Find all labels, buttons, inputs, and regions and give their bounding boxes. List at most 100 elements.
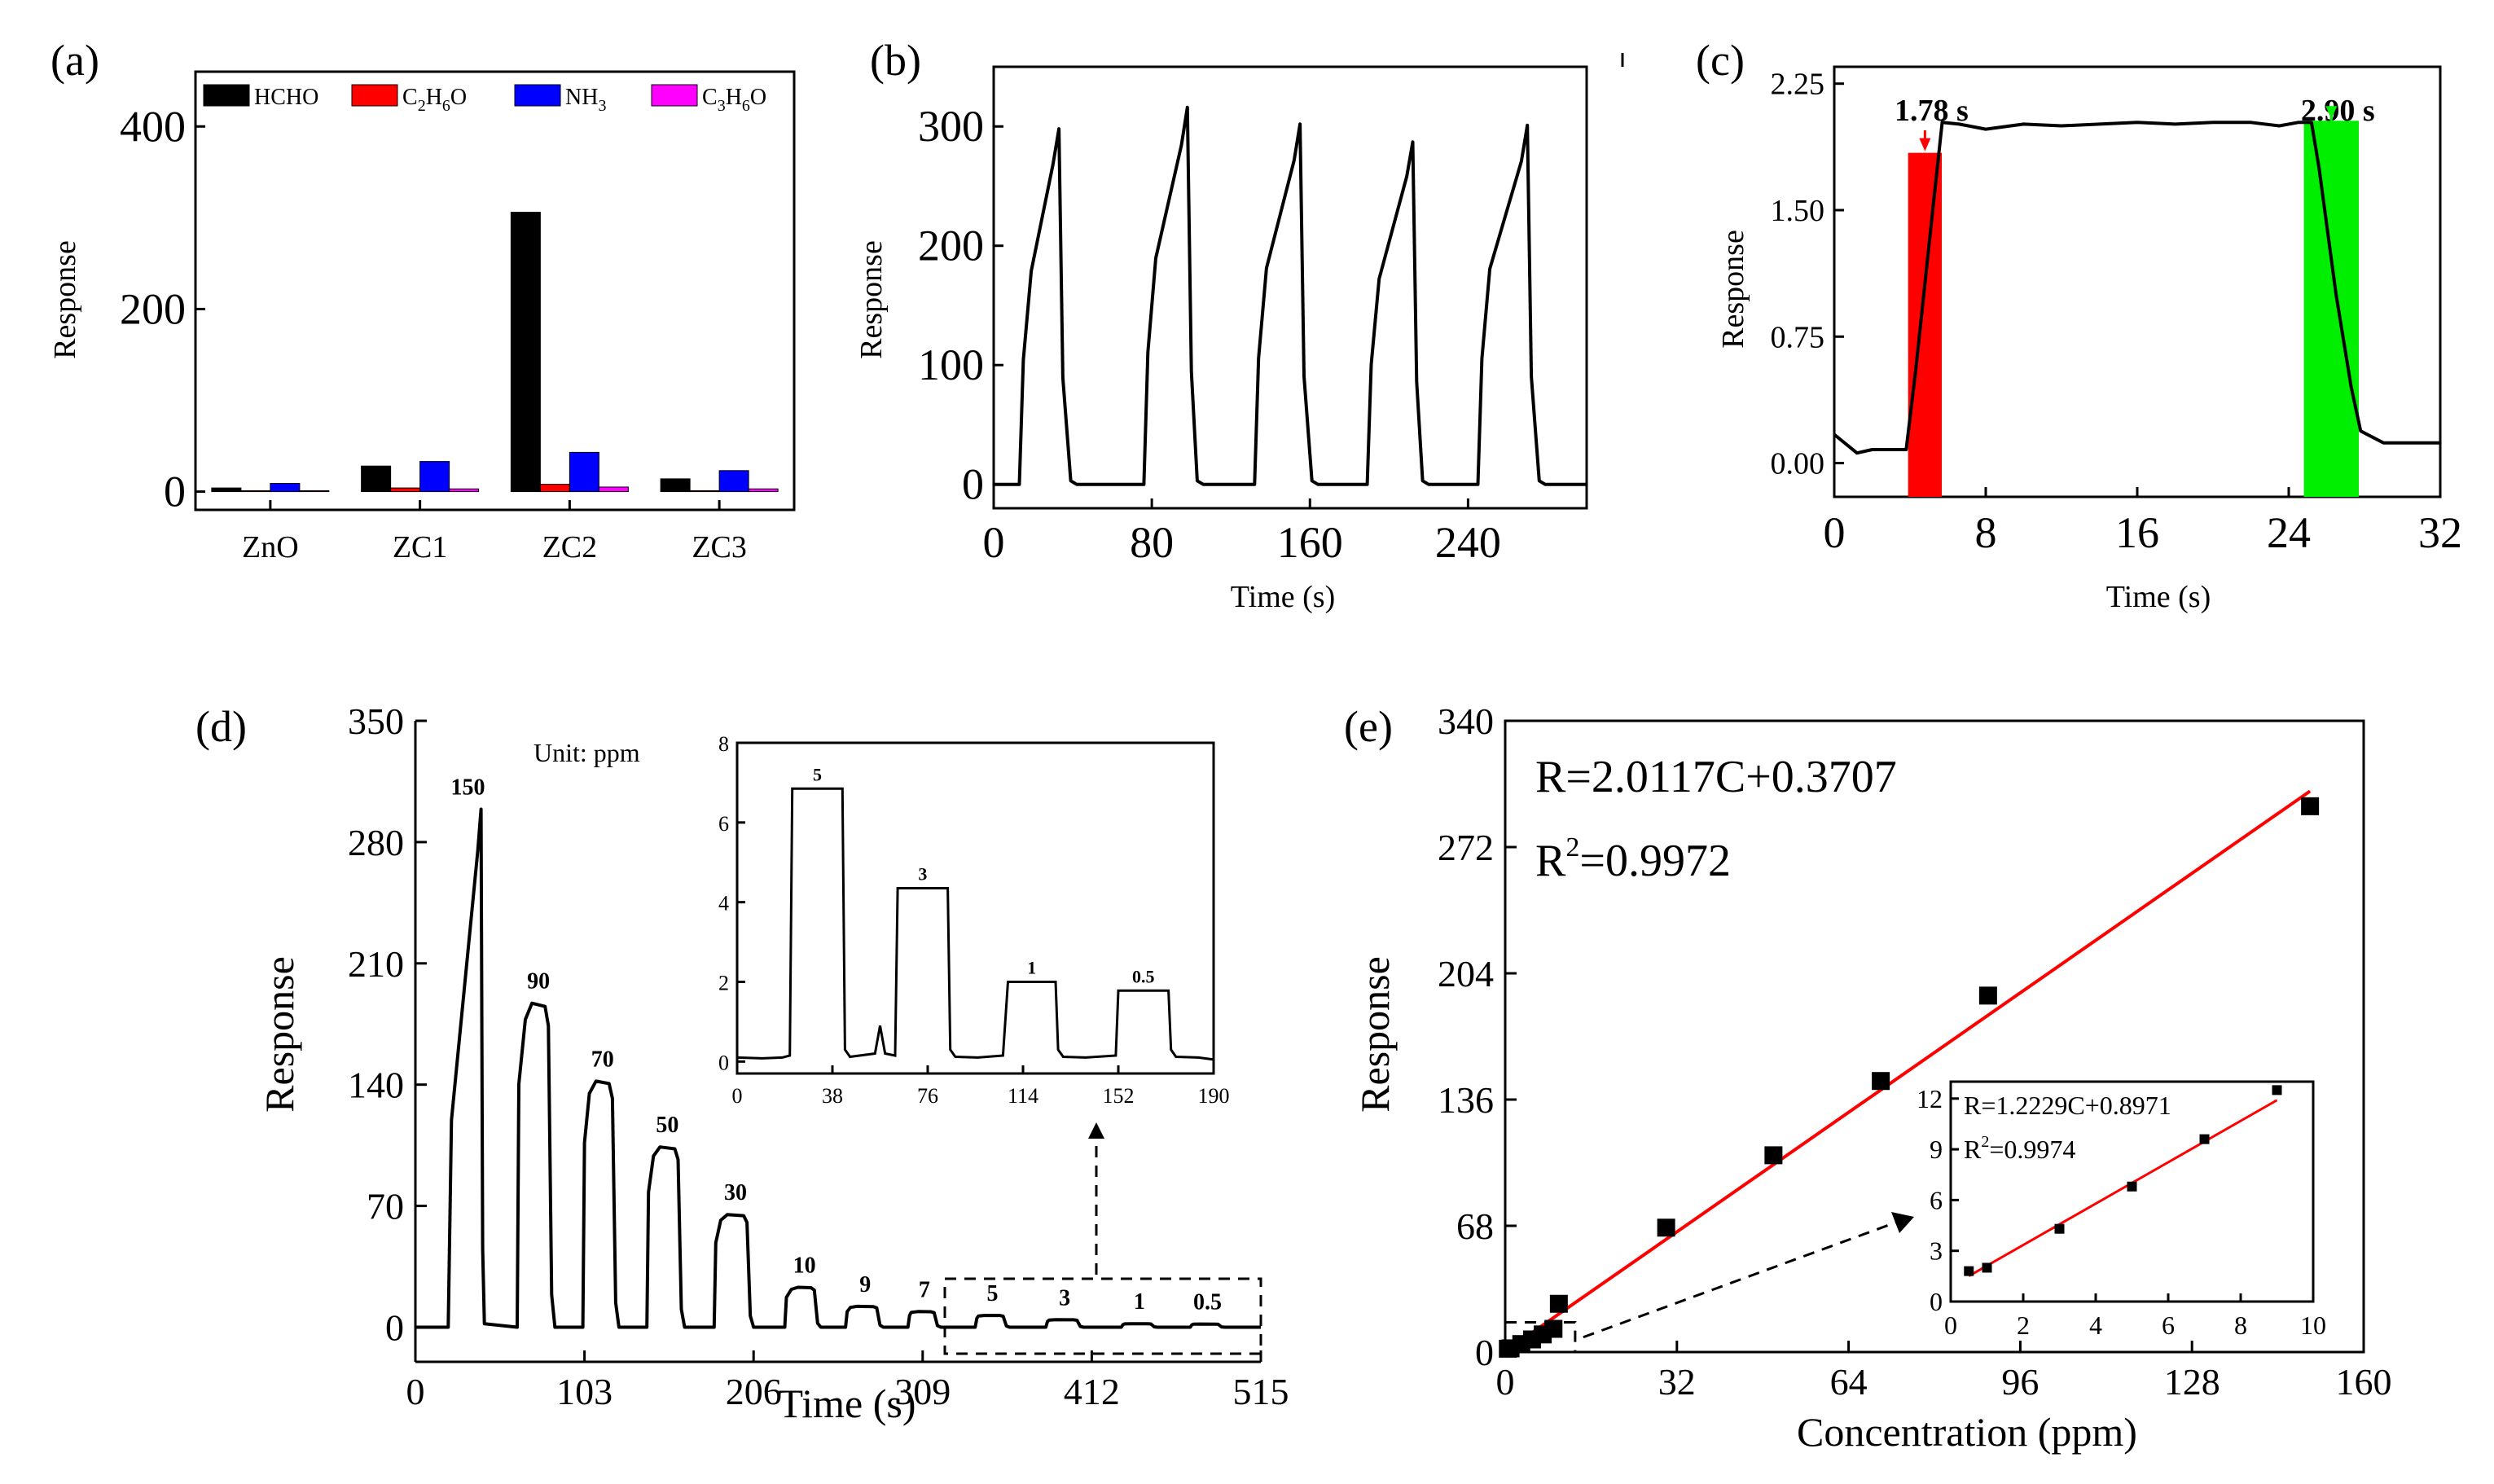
panel-e-ytick-label: 136 bbox=[1438, 1079, 1494, 1121]
panel-e-inset-xtick-label: 0 bbox=[1944, 1311, 1957, 1340]
panel-e-zoom-arrowhead bbox=[1891, 1212, 1914, 1233]
panel-a-bar-C3H6O-ZnO bbox=[299, 490, 330, 493]
panel-c-xtick-label: 0 bbox=[1824, 508, 1846, 557]
panel-e-ytick-label: 0 bbox=[1475, 1332, 1494, 1373]
panel-e-inset-data-point bbox=[1964, 1266, 1974, 1276]
panel-a-xtick-label: ZC1 bbox=[393, 530, 448, 564]
panel-d-inset-ytick-label: 4 bbox=[718, 892, 729, 915]
panel-e-linear-fit-chart: (e) Response Concentration (ppm) R=2.011… bbox=[1344, 700, 2392, 1455]
panel-a-ytick-label: 200 bbox=[120, 284, 186, 333]
panel-b-ytick-label: 200 bbox=[918, 222, 984, 270]
panel-e-inset-xtick-label: 6 bbox=[2162, 1311, 2175, 1340]
panel-a-bar-C3H6O-ZC2 bbox=[598, 486, 629, 493]
panel-e-inset-r2: R2=0.9974 bbox=[1964, 1133, 2075, 1164]
panel-a-bar-chart: (a) Response 0 200 400 ZnO ZC1 ZC2 ZC3 HCHO C2H6… bbox=[48, 36, 796, 564]
panel-c-highlight-label-0: 1.78 s bbox=[1895, 94, 1969, 128]
panel-d-pulse-label: 10 bbox=[793, 1253, 816, 1279]
panel-a-legend-swatch-C2H6O bbox=[351, 84, 398, 107]
panel-c-xtick-label: 32 bbox=[2418, 508, 2462, 557]
panel-a-frame bbox=[194, 70, 796, 511]
panel-e-ytick-label: 340 bbox=[1438, 700, 1494, 742]
panel-e-ytick-label: 204 bbox=[1438, 953, 1494, 994]
panel-d-inset-xtick-label: 190 bbox=[1198, 1084, 1230, 1108]
panel-d-xtick-label: 103 bbox=[556, 1371, 613, 1412]
panel-d-zoom-box bbox=[943, 1277, 1262, 1355]
panel-c-xtick-label: 16 bbox=[2115, 508, 2159, 557]
panel-d-pulse-label: 7 bbox=[919, 1277, 930, 1302]
panel-b-xtick-label: 0 bbox=[983, 518, 1005, 567]
panel-c-highlight-0 bbox=[1908, 152, 1943, 497]
panel-b-label: (b) bbox=[870, 36, 921, 85]
panel-c-ytick-label: 2.25 bbox=[1771, 68, 1825, 102]
panel-e-data-point bbox=[1872, 1072, 1890, 1091]
panel-d-ytick-label: 140 bbox=[348, 1065, 404, 1106]
panel-c-xtick-label: 8 bbox=[1975, 508, 1997, 557]
panel-b-ytick-label: 300 bbox=[918, 102, 984, 151]
panel-e-data-point bbox=[1978, 986, 1997, 1005]
panel-d-response-curve bbox=[415, 807, 1261, 1329]
panel-e-data-point bbox=[1764, 1146, 1783, 1165]
panel-e-inset-ytick-label: 9 bbox=[1930, 1135, 1943, 1164]
panel-a-bar-C2H6O-ZC1 bbox=[390, 487, 421, 493]
panel-e-zoom-arrow bbox=[1583, 1220, 1899, 1339]
panel-c-xlabel: Time (s) bbox=[2106, 580, 2211, 614]
panel-c-highlight-label-1: 2.90 s bbox=[2301, 94, 2375, 128]
panel-e-label: (e) bbox=[1344, 702, 1393, 751]
panel-a-ytick-label: 0 bbox=[164, 468, 186, 516]
panel-d-inset-pulse-label: 1 bbox=[1027, 957, 1036, 977]
panel-d-label: (d) bbox=[195, 702, 247, 751]
panel-d-zoom-arrowhead bbox=[1088, 1122, 1104, 1139]
panel-d-inset-xtick-label: 38 bbox=[822, 1084, 843, 1108]
panel-e-inset-ytick-label: 3 bbox=[1930, 1236, 1943, 1266]
panel-c-response-curve bbox=[1833, 121, 2440, 455]
panel-e-inset-equation: R=1.2229C+0.8971 bbox=[1964, 1091, 2171, 1120]
panel-d-inset-curve bbox=[736, 787, 1214, 1061]
panel-e-xtick-label: 96 bbox=[2001, 1361, 2039, 1403]
panel-c-label: (c) bbox=[1696, 36, 1745, 85]
panel-e-xtick-label: 128 bbox=[2164, 1361, 2220, 1403]
panel-c-arrow-head-1 bbox=[2325, 106, 2338, 120]
panel-e-xlabel: Concentration (ppm) bbox=[1797, 1409, 2137, 1455]
panel-c-xtick-label: 24 bbox=[2267, 508, 2311, 557]
panel-c-highlight-1 bbox=[2303, 121, 2360, 497]
panel-e-ytick-label: 272 bbox=[1438, 827, 1494, 868]
panel-d-inset-frame bbox=[735, 741, 1215, 1075]
panel-a-bar-NH3-ZnO bbox=[270, 482, 301, 493]
panel-d-unit-note: Unit: ppm bbox=[533, 738, 640, 767]
panel-d-pulse-label: 9 bbox=[859, 1272, 871, 1297]
panel-e-inset-ytick-label: 0 bbox=[1930, 1287, 1943, 1316]
panel-e-inset-xtick-label: 8 bbox=[2234, 1311, 2247, 1340]
panel-e-ytick-label: 68 bbox=[1456, 1205, 1494, 1247]
panel-b-ytick-label: 0 bbox=[962, 460, 984, 509]
panel-d-inset-xtick-label: 76 bbox=[917, 1084, 938, 1108]
panel-e-inset-data-point bbox=[2127, 1181, 2137, 1192]
panel-e-r2: R2=0.9972 bbox=[1535, 832, 1731, 886]
panel-e-data-point bbox=[2301, 797, 2320, 815]
panel-d-ytick-label: 280 bbox=[348, 822, 404, 863]
panel-a-bar-NH3-ZC2 bbox=[569, 451, 599, 493]
panel-d-pulse-label: 1 bbox=[1134, 1289, 1145, 1315]
panel-a-ylabel: Response bbox=[48, 240, 82, 359]
panel-d-inset-pulse-label: 5 bbox=[813, 764, 822, 784]
panel-a-bar-HCHO-ZC2 bbox=[510, 212, 541, 493]
panel-d-xtick-label: 412 bbox=[1064, 1371, 1120, 1412]
panel-d-inset-xtick-label: 0 bbox=[732, 1084, 743, 1108]
panel-a-bar-NH3-ZC1 bbox=[419, 461, 450, 493]
panel-e-inset-fit-line bbox=[1968, 1099, 2278, 1277]
panel-d-inset-ytick-label: 6 bbox=[718, 812, 729, 836]
panel-c-ytick-label: 1.50 bbox=[1771, 194, 1825, 228]
panel-d-ylabel: Response bbox=[257, 956, 302, 1113]
panel-d-pulse-label: 5 bbox=[986, 1281, 998, 1306]
panel-d-pulse-label: 0.5 bbox=[1193, 1290, 1222, 1315]
panel-e-inset-data-point bbox=[2054, 1223, 2065, 1234]
panel-e-xtick-label: 64 bbox=[1830, 1361, 1868, 1403]
panel-a-label: (a) bbox=[50, 36, 99, 85]
panel-a-bar-C2H6O-ZC3 bbox=[689, 490, 720, 493]
panel-d-ytick-label: 350 bbox=[348, 700, 404, 742]
panel-d-pulse-label: 3 bbox=[1059, 1285, 1070, 1311]
panel-a-legend-swatch-NH3 bbox=[514, 84, 561, 107]
panel-d-xtick-label: 206 bbox=[726, 1371, 782, 1412]
panel-b-ylabel: Response bbox=[854, 240, 889, 359]
panel-d-inset-pulse-label: 0.5 bbox=[1132, 966, 1155, 986]
